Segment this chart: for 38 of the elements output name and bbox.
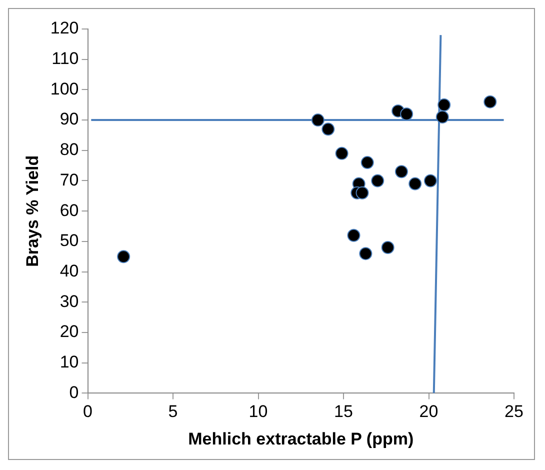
y-tick-label: 110 bbox=[52, 49, 79, 68]
x-axis-title: Mehlich extractable P (ppm) bbox=[188, 429, 414, 448]
x-tick-label: 20 bbox=[419, 402, 438, 422]
x-tick-label: 5 bbox=[168, 402, 178, 422]
point bbox=[424, 174, 437, 188]
y-tick-label: 10 bbox=[60, 352, 79, 372]
point bbox=[408, 177, 422, 190]
y-tick-label: 30 bbox=[60, 292, 79, 311]
y-tick-label: 70 bbox=[60, 170, 79, 190]
point bbox=[347, 228, 360, 242]
point bbox=[117, 250, 130, 264]
point bbox=[438, 98, 451, 112]
y-tick-label: 40 bbox=[60, 261, 79, 280]
y-tick-label: 100 bbox=[50, 79, 79, 98]
point bbox=[400, 107, 414, 120]
y-tick-label: 60 bbox=[60, 200, 79, 220]
point bbox=[436, 110, 449, 124]
x-tick-label: 10 bbox=[248, 402, 268, 422]
x-tick-label: 15 bbox=[334, 402, 353, 422]
y-tick-label: 120 bbox=[50, 18, 79, 38]
x-tick-label: 0 bbox=[83, 402, 92, 422]
y-tick-label: 90 bbox=[60, 110, 79, 129]
point bbox=[484, 95, 497, 108]
y-tick-label: 50 bbox=[60, 231, 79, 250]
x-tick-label: 25 bbox=[504, 402, 524, 422]
y-axis-title: Brays % Yield bbox=[22, 155, 42, 267]
point bbox=[311, 114, 324, 127]
y-tick-label: 20 bbox=[60, 322, 79, 342]
point bbox=[359, 247, 372, 260]
y-tick-label: 80 bbox=[60, 140, 79, 160]
point bbox=[335, 146, 348, 160]
point bbox=[381, 241, 394, 254]
point bbox=[371, 174, 384, 188]
point bbox=[394, 165, 408, 178]
point bbox=[322, 122, 335, 136]
point bbox=[360, 156, 374, 170]
y-tick-label: 0 bbox=[69, 382, 79, 402]
point bbox=[356, 186, 369, 200]
